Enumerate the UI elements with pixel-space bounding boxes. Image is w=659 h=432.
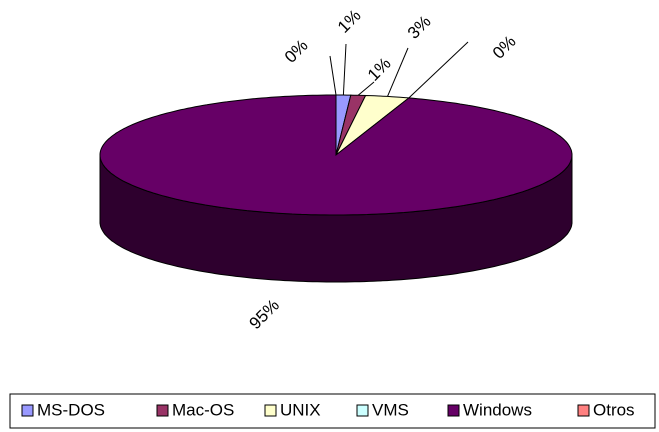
data-label: 3% bbox=[404, 12, 435, 43]
data-label: 95% bbox=[246, 296, 283, 333]
legend-label: Otros bbox=[593, 400, 635, 419]
legend-box bbox=[9, 393, 656, 429]
legend-label: Mac-OS bbox=[172, 400, 234, 419]
legend-swatch bbox=[356, 404, 369, 417]
legend-swatch bbox=[21, 404, 34, 417]
data-label: 1% bbox=[334, 6, 365, 37]
data-label: 0% bbox=[489, 32, 520, 63]
legend-label: UNIX bbox=[280, 400, 321, 419]
legend-label: Windows bbox=[463, 400, 532, 419]
leader-line bbox=[329, 55, 337, 96]
legend-swatch bbox=[156, 404, 169, 417]
leader-line bbox=[357, 81, 375, 96]
legend-swatch bbox=[577, 404, 590, 417]
leader-line bbox=[408, 41, 469, 99]
legend-label: VMS bbox=[372, 400, 409, 419]
data-label: 1% bbox=[364, 54, 395, 85]
leader-line bbox=[342, 43, 347, 96]
legend-swatch bbox=[447, 404, 460, 417]
slice bbox=[99, 94, 573, 216]
leader-line bbox=[387, 47, 409, 97]
legend-swatch bbox=[264, 404, 277, 417]
legend-label: MS-DOS bbox=[37, 400, 105, 419]
data-label: 0% bbox=[281, 36, 312, 67]
